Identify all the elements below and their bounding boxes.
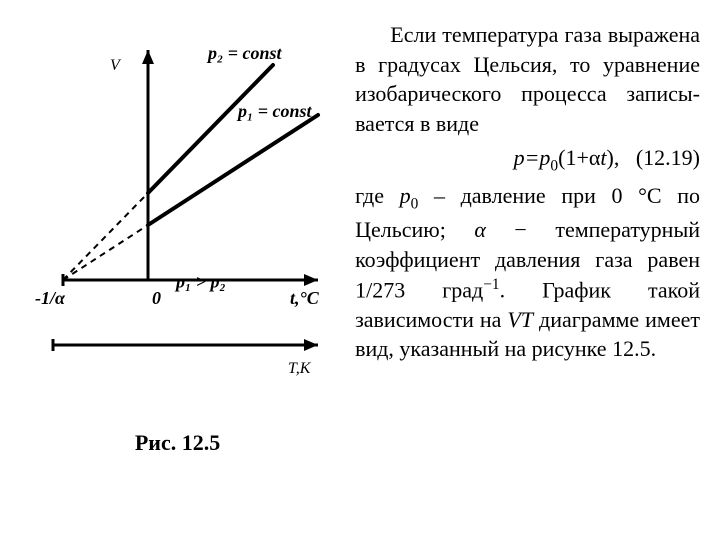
text-column: Если температура газа выражена в градуса… <box>345 20 700 520</box>
eq-suffix: ), <box>607 145 620 170</box>
svg-text:t,°C: t,°C <box>290 288 320 308</box>
equation-line: p=p0(1+αt), (12.19) <box>355 143 700 177</box>
svg-text:0: 0 <box>152 288 161 308</box>
svg-text:-1/α: -1/α <box>35 288 66 308</box>
svg-text:T,K: T,K <box>288 360 312 377</box>
eq-p: p=p <box>514 145 551 170</box>
svg-text:p₁ = const: p₁ = const <box>236 101 313 121</box>
paragraph-2: где p0 – давление при 0 °С по Цельсию; α… <box>355 181 700 364</box>
p2-supm1: −1 <box>483 276 499 293</box>
vt-diagram: Vt,°C 0 -1/α p₂ = const p₁ = const p₁ > p₂ T,K <box>18 20 338 400</box>
figure-caption: Рис. 12.5 <box>135 430 220 456</box>
svg-text:p₂ = const: p₂ = const <box>206 43 283 63</box>
paragraph-1: Если температура газа выражена в градуса… <box>355 20 700 139</box>
svg-text:p₁ > p₂: p₁ > p₂ <box>174 272 226 292</box>
p2-alpha: α <box>474 217 486 242</box>
p2-VT: VT <box>507 307 533 332</box>
equation-number: (12.19) <box>636 143 700 173</box>
p2-a: где <box>355 183 400 208</box>
page: Vt,°C 0 -1/α p₂ = const p₁ = const p₁ > p₂ T,K… <box>0 0 720 540</box>
svg-text:V: V <box>110 57 122 74</box>
eq-sub0: 0 <box>550 157 558 174</box>
eq-mid: (1+α <box>558 145 600 170</box>
figure-column: Vt,°C 0 -1/α p₂ = const p₁ = const p₁ > p₂ T,K… <box>10 20 345 520</box>
p2-p: p <box>400 183 411 208</box>
